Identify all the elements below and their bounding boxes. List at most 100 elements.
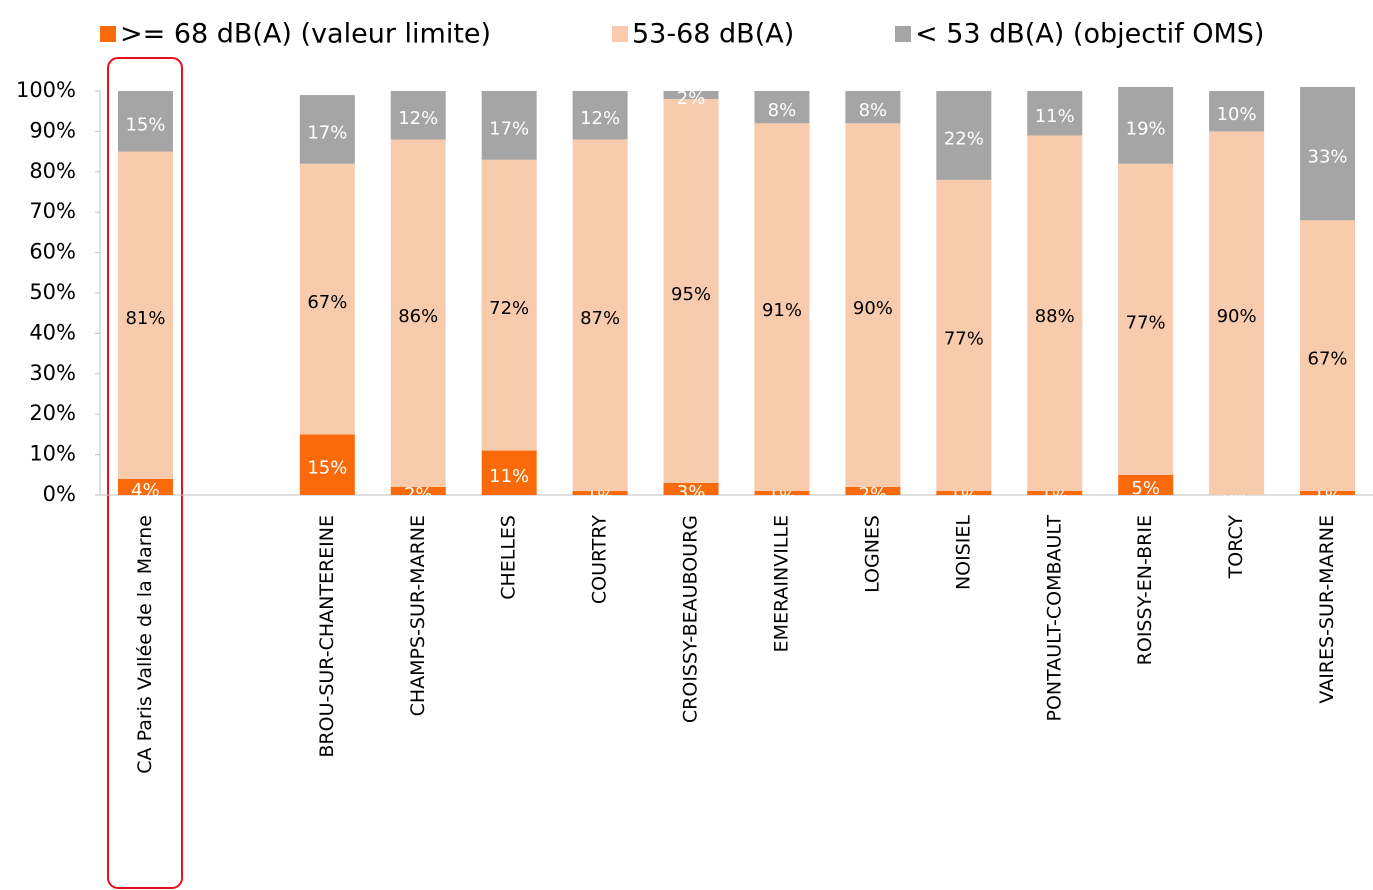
legend-swatch [100, 26, 116, 42]
data-label: 17% [307, 122, 347, 143]
x-tick-label: PONTAULT-COMBAULT [1043, 515, 1065, 722]
x-tick-label: TORCY [1225, 515, 1247, 580]
data-label: 81% [125, 308, 165, 329]
data-label: 2% [677, 88, 706, 109]
data-label: 1% [586, 486, 615, 507]
y-tick-label: 20% [29, 401, 76, 425]
x-tick-label: CROISSY-BEAUBOURG [680, 515, 702, 723]
bar-segment [754, 490, 810, 495]
bar-segment [390, 139, 446, 487]
y-tick-label: 70% [29, 199, 76, 223]
data-label: 5% [1131, 478, 1160, 499]
data-label: 1% [950, 486, 979, 507]
bar-segment [936, 91, 992, 180]
data-label: 88% [1035, 306, 1075, 327]
data-label: 8% [768, 100, 797, 121]
bar-segment [1300, 220, 1356, 491]
bar-segment [936, 179, 992, 491]
bar-segment [663, 91, 719, 100]
bar-segment [845, 91, 901, 124]
legend-label: 53-68 dB(A) [632, 19, 794, 50]
bar-segment [845, 123, 901, 487]
data-label: 72% [489, 298, 529, 319]
x-tick-label: ROISSY-EN-BRIE [1134, 515, 1156, 665]
bar-segment [1209, 131, 1265, 495]
data-label: 67% [1308, 349, 1348, 370]
data-label: 90% [1217, 306, 1257, 327]
data-label: 15% [125, 114, 165, 135]
y-tick-label: 100% [16, 78, 76, 102]
bar-segment [1118, 163, 1174, 475]
bar-segment [1118, 474, 1174, 495]
data-label: 8% [859, 100, 888, 121]
bar-segment [299, 163, 355, 435]
data-label: 33% [1308, 147, 1348, 168]
bar-segment [754, 91, 810, 124]
data-label: 87% [580, 308, 620, 329]
data-label: 1% [1313, 486, 1342, 507]
legend-label: >= 68 dB(A) (valeur limite) [120, 19, 491, 50]
y-tick-label: 30% [29, 361, 76, 385]
highlight-box [107, 57, 183, 889]
data-label: 15% [307, 458, 347, 479]
y-tick-label: 40% [29, 320, 76, 344]
data-label: 10% [1217, 104, 1257, 125]
legend-swatch [895, 26, 911, 42]
data-label: 86% [398, 306, 438, 327]
data-label: 17% [489, 118, 529, 139]
bar-segment [390, 91, 446, 140]
bar-segment [1027, 91, 1083, 136]
x-tick-label: VAIRES-SUR-MARNE [1316, 515, 1338, 704]
x-tick-label: CHAMPS-SUR-MARNE [407, 515, 429, 716]
bar-segment [1300, 490, 1356, 495]
data-label: 2% [404, 484, 433, 505]
data-label: 77% [944, 328, 984, 349]
y-tick-label: 0% [43, 482, 76, 506]
x-tick-label: LOGNES [861, 515, 883, 593]
data-label: 91% [762, 300, 802, 321]
bar-segment [1118, 86, 1174, 164]
bar-segment [572, 139, 628, 491]
y-tick-label: 10% [29, 442, 76, 466]
bar-segment [1209, 91, 1265, 132]
bar-segment [117, 91, 173, 152]
data-label: 77% [1126, 312, 1166, 333]
x-tick-label: NOISIEL [952, 515, 974, 590]
bar-segment [481, 450, 537, 495]
y-tick-label: 60% [29, 240, 76, 264]
data-label: 67% [307, 292, 347, 313]
x-tick-label: EMERAINVILLE [770, 515, 792, 652]
bar-segment [1027, 135, 1083, 491]
bar-segment [663, 99, 719, 483]
bar-segment [117, 151, 173, 479]
bar-segment [390, 486, 446, 495]
x-tick-label: CA Paris Vallée de la Marne [134, 515, 156, 774]
bar-segment [299, 434, 355, 495]
data-label: 3% [677, 482, 706, 503]
bar-segment [117, 478, 173, 495]
bar-segment [845, 486, 901, 495]
data-label: 12% [398, 108, 438, 129]
data-label: 2% [859, 484, 888, 505]
legend-label: < 53 dB(A) (objectif OMS) [915, 19, 1264, 50]
data-label: 1% [768, 486, 797, 507]
legend-swatch [612, 26, 628, 42]
x-tick-label: CHELLES [498, 515, 520, 600]
data-label: 11% [1035, 106, 1075, 127]
data-label: 90% [853, 298, 893, 319]
y-tick-label: 80% [29, 159, 76, 183]
bar-segment [572, 91, 628, 140]
data-label: 12% [580, 108, 620, 129]
data-label: 11% [489, 466, 529, 487]
bar-segment [572, 490, 628, 495]
y-tick-label: 50% [29, 280, 76, 304]
data-label: 1% [1040, 486, 1069, 507]
bar-segment [663, 482, 719, 495]
bar-segment [481, 159, 537, 451]
bar-segment [754, 123, 810, 491]
bar-segment [299, 95, 355, 164]
data-label: 95% [671, 284, 711, 305]
data-label: 22% [944, 128, 984, 149]
bar-segment [936, 490, 992, 495]
y-tick-label: 90% [29, 118, 76, 142]
